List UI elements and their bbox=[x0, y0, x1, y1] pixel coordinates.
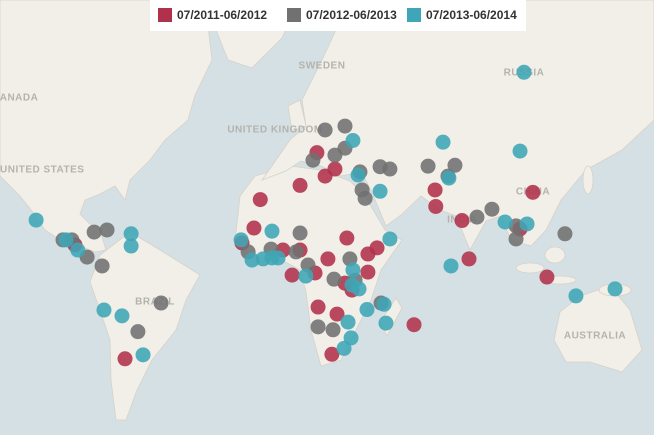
point bbox=[305, 152, 321, 168]
country-label: SWEDEN bbox=[299, 61, 346, 72]
point bbox=[539, 269, 555, 285]
point bbox=[351, 281, 367, 297]
country-label: CANADA bbox=[0, 93, 38, 104]
point bbox=[369, 240, 385, 256]
point bbox=[324, 346, 340, 362]
point bbox=[519, 216, 535, 232]
point bbox=[327, 147, 343, 163]
legend-label: 07/2011-06/2012 bbox=[177, 8, 267, 22]
point bbox=[339, 230, 355, 246]
point bbox=[461, 251, 477, 267]
point bbox=[508, 231, 524, 247]
point bbox=[469, 209, 485, 225]
point bbox=[497, 214, 513, 230]
point bbox=[454, 213, 470, 229]
legend: 07/2011-06/2012 07/2012-06/2013 07/2013-06… bbox=[150, 0, 526, 31]
point bbox=[317, 168, 333, 184]
point bbox=[244, 252, 260, 268]
country-label: UNITED STATES bbox=[0, 165, 84, 176]
point bbox=[117, 351, 133, 367]
point bbox=[382, 161, 398, 177]
point bbox=[298, 268, 314, 284]
legend-swatch bbox=[158, 8, 172, 22]
point bbox=[360, 264, 376, 280]
point bbox=[130, 324, 146, 340]
point bbox=[420, 158, 436, 174]
point bbox=[264, 223, 280, 239]
point bbox=[337, 118, 353, 134]
point bbox=[441, 170, 457, 186]
country-label: AUSTRALIA bbox=[564, 331, 626, 342]
legend-box bbox=[150, 0, 526, 31]
point bbox=[340, 314, 356, 330]
point bbox=[292, 225, 308, 241]
point bbox=[345, 262, 361, 278]
point bbox=[310, 319, 326, 335]
country-label: UNITED KINGDOM bbox=[227, 125, 322, 136]
point bbox=[270, 250, 286, 266]
point bbox=[317, 122, 333, 138]
point bbox=[372, 183, 388, 199]
point bbox=[123, 238, 139, 254]
point bbox=[94, 258, 110, 274]
point bbox=[447, 157, 463, 173]
legend-swatch bbox=[287, 8, 301, 22]
point bbox=[350, 167, 366, 183]
point bbox=[568, 288, 584, 304]
point bbox=[357, 190, 373, 206]
point bbox=[58, 232, 74, 248]
point bbox=[376, 296, 392, 312]
point bbox=[123, 226, 139, 242]
point bbox=[484, 201, 500, 217]
point bbox=[516, 64, 532, 80]
point bbox=[99, 222, 115, 238]
point bbox=[443, 258, 459, 274]
point bbox=[325, 322, 341, 338]
point bbox=[96, 302, 112, 318]
point bbox=[114, 308, 130, 324]
point bbox=[428, 198, 444, 214]
point bbox=[525, 184, 541, 200]
point bbox=[329, 306, 345, 322]
point bbox=[246, 220, 262, 236]
point bbox=[86, 224, 102, 240]
point bbox=[28, 212, 44, 228]
point bbox=[512, 143, 528, 159]
point bbox=[284, 267, 300, 283]
legend-label: 07/2013-06/2014 bbox=[426, 8, 517, 22]
point bbox=[427, 182, 443, 198]
point bbox=[292, 177, 308, 193]
point bbox=[336, 340, 352, 356]
point bbox=[288, 244, 304, 260]
legend-swatch bbox=[407, 8, 421, 22]
legend-label: 07/2012-06/2013 bbox=[306, 8, 397, 22]
point bbox=[233, 232, 249, 248]
point bbox=[359, 302, 375, 318]
point bbox=[252, 192, 268, 208]
point bbox=[406, 317, 422, 333]
points bbox=[28, 64, 623, 367]
point bbox=[607, 281, 623, 297]
point bbox=[326, 271, 342, 287]
point bbox=[382, 231, 398, 247]
point bbox=[435, 134, 451, 150]
point bbox=[320, 251, 336, 267]
point bbox=[135, 347, 151, 363]
point bbox=[557, 226, 573, 242]
point bbox=[345, 132, 361, 148]
land bbox=[0, 0, 654, 421]
point bbox=[310, 299, 326, 315]
point bbox=[153, 295, 169, 311]
point bbox=[378, 315, 394, 331]
point bbox=[70, 242, 86, 258]
